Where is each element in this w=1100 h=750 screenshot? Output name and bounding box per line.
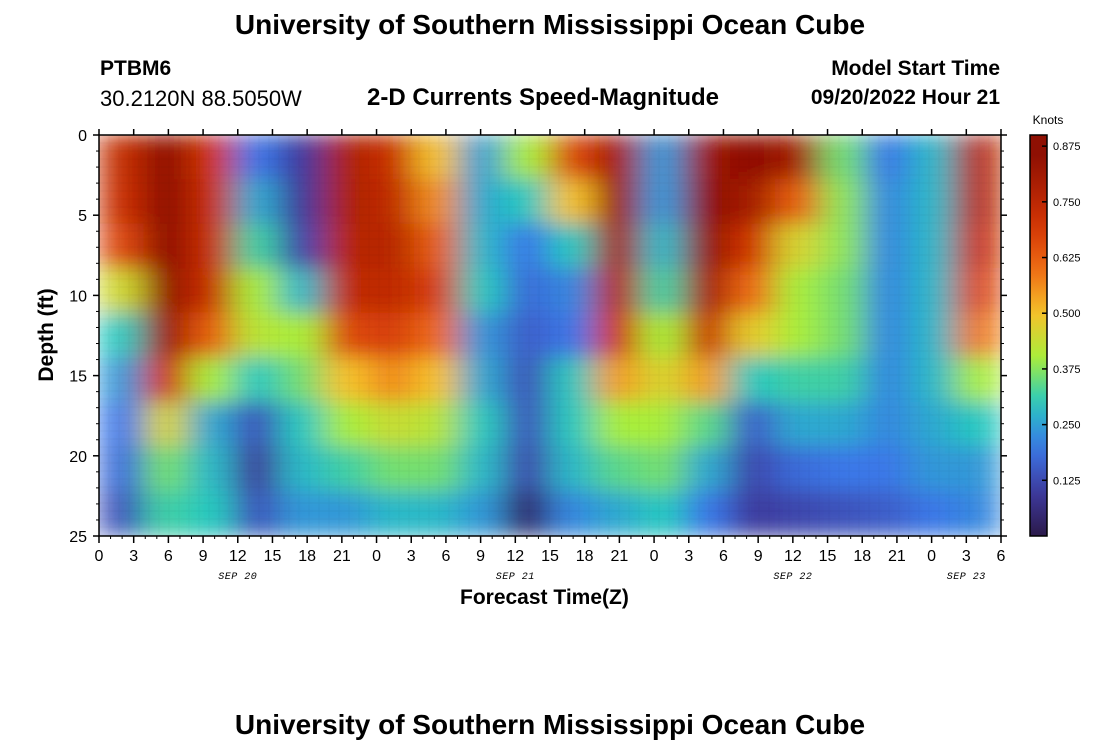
x-tick-label: 15 [264, 548, 282, 565]
model-start-label: Model Start Time [831, 57, 1000, 80]
x-tick-label: 21 [610, 548, 628, 565]
x-tick-label: 6 [719, 548, 728, 565]
colorbar-tick-label: 0.875 [1053, 141, 1081, 153]
x-tick-label: 18 [853, 548, 871, 565]
x-tick-label: 3 [129, 548, 138, 565]
page-title: University of Southern Mississippi Ocean… [234, 9, 866, 40]
y-tick-label: 0 [78, 128, 87, 145]
footer-title: University of Southern Mississippi Ocean… [234, 709, 866, 740]
colorbar-tick-label: 0.375 [1053, 364, 1081, 376]
y-tick-label: 20 [69, 449, 87, 466]
x-tick-label: 12 [506, 548, 524, 565]
station-id: PTBM6 [100, 57, 172, 80]
x-tick-label: 21 [333, 548, 351, 565]
colorbar-tick-label: 0.750 [1053, 197, 1081, 209]
colorbar-tick-label: 0.250 [1053, 420, 1081, 432]
x-tick-label: 9 [754, 548, 763, 565]
colorbar-tick-label: 0.125 [1053, 475, 1081, 487]
date-label: SEP 22 [773, 572, 812, 583]
x-tick-label: 15 [541, 548, 559, 565]
colorbar [1029, 134, 1048, 537]
date-label: SEP 21 [496, 572, 535, 583]
x-tick-label: 21 [888, 548, 906, 565]
date-label: SEP 20 [218, 572, 257, 583]
colorbar-tick-label: 0.625 [1053, 253, 1081, 265]
x-tick-label: 9 [199, 548, 208, 565]
x-tick-label: 9 [476, 548, 485, 565]
chart-subtitle: 2-D Currents Speed-Magnitude [367, 84, 720, 111]
model-start-value: 09/20/2022 Hour 21 [810, 86, 1000, 109]
x-tick-label: 3 [684, 548, 693, 565]
date-label: SEP 23 [947, 572, 986, 583]
x-tick-label: 0 [650, 548, 659, 565]
colorbar-title: Knots [1033, 113, 1064, 127]
x-tick-label: 15 [819, 548, 837, 565]
x-tick-label: 0 [95, 548, 104, 565]
colorbar-tick-label: 0.500 [1053, 308, 1081, 320]
x-tick-label: 3 [407, 548, 416, 565]
x-tick-label: 12 [229, 548, 247, 565]
x-tick-label: 12 [784, 548, 802, 565]
x-axis-label: Forecast Time(Z) [460, 586, 629, 609]
x-tick-label: 0 [927, 548, 936, 565]
x-tick-label: 6 [441, 548, 450, 565]
y-tick-label: 25 [69, 529, 87, 546]
x-tick-label: 6 [997, 548, 1006, 565]
x-tick-label: 18 [576, 548, 594, 565]
x-tick-label: 3 [962, 548, 971, 565]
x-tick-label: 6 [164, 548, 173, 565]
y-tick-label: 10 [69, 288, 87, 305]
y-tick-label: 15 [69, 369, 87, 386]
station-coordinates: 30.2120N 88.5050W [100, 86, 302, 111]
x-tick-label: 18 [298, 548, 316, 565]
y-tick-label: 5 [78, 208, 87, 225]
x-tick-label: 0 [372, 548, 381, 565]
